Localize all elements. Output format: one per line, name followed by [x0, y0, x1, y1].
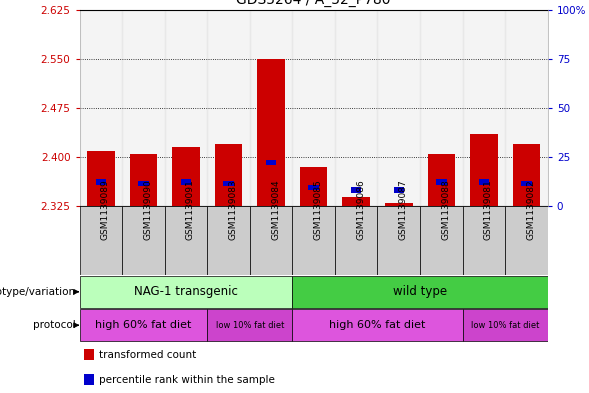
- Bar: [351, 187, 362, 193]
- Text: NAG-1 transgenic: NAG-1 transgenic: [134, 285, 238, 298]
- Text: GSM1139083: GSM1139083: [229, 179, 237, 240]
- Bar: [292, 309, 462, 341]
- Bar: [181, 180, 191, 185]
- Bar: [122, 206, 165, 275]
- Bar: [462, 309, 548, 341]
- Bar: [80, 276, 292, 308]
- Text: genotype/variation: genotype/variation: [0, 287, 75, 297]
- Text: GSM1139086: GSM1139086: [356, 179, 365, 240]
- Bar: [505, 10, 548, 206]
- Bar: [207, 206, 250, 275]
- Bar: [250, 206, 292, 275]
- Bar: [309, 185, 319, 190]
- Bar: [257, 59, 285, 206]
- Bar: [122, 10, 165, 206]
- Bar: [172, 147, 200, 206]
- Bar: [378, 10, 420, 206]
- Bar: [378, 206, 420, 275]
- Bar: [80, 309, 207, 341]
- Text: GSM1139090: GSM1139090: [143, 179, 153, 240]
- Bar: [95, 180, 106, 185]
- Text: GSM1139081: GSM1139081: [484, 179, 493, 240]
- Bar: [250, 10, 292, 206]
- Bar: [462, 206, 505, 275]
- Bar: [385, 203, 413, 206]
- Bar: [420, 206, 462, 275]
- Bar: [470, 134, 498, 206]
- Bar: [342, 196, 370, 206]
- Text: transformed count: transformed count: [99, 350, 197, 360]
- Bar: [335, 10, 378, 206]
- Text: GSM1139084: GSM1139084: [271, 180, 280, 240]
- Bar: [521, 181, 532, 186]
- Bar: [165, 206, 207, 275]
- Bar: [300, 167, 327, 206]
- Text: GSM1139089: GSM1139089: [101, 179, 110, 240]
- Bar: [393, 187, 404, 193]
- Text: GSM1139082: GSM1139082: [527, 180, 535, 240]
- Bar: [207, 309, 292, 341]
- Bar: [84, 349, 94, 360]
- Bar: [420, 10, 462, 206]
- Title: GDS5264 / A_52_P780: GDS5264 / A_52_P780: [236, 0, 391, 7]
- Text: high 60% fat diet: high 60% fat diet: [329, 320, 426, 330]
- Bar: [462, 10, 505, 206]
- Bar: [512, 144, 540, 206]
- Bar: [80, 10, 122, 206]
- Text: percentile rank within the sample: percentile rank within the sample: [99, 375, 275, 385]
- Bar: [87, 151, 115, 206]
- Bar: [207, 10, 250, 206]
- Bar: [292, 276, 548, 308]
- Text: GSM1139087: GSM1139087: [399, 179, 408, 240]
- Bar: [138, 181, 148, 186]
- Text: GSM1139085: GSM1139085: [313, 179, 323, 240]
- Bar: [223, 181, 234, 186]
- Bar: [266, 160, 276, 165]
- Bar: [130, 154, 157, 206]
- Bar: [292, 10, 335, 206]
- Text: low 10% fat diet: low 10% fat diet: [216, 321, 284, 330]
- Bar: [84, 374, 94, 385]
- Text: protocol: protocol: [32, 320, 75, 330]
- Text: low 10% fat diet: low 10% fat diet: [471, 321, 540, 330]
- Text: high 60% fat diet: high 60% fat diet: [95, 320, 191, 330]
- Bar: [505, 206, 548, 275]
- Bar: [479, 180, 489, 185]
- Bar: [335, 206, 378, 275]
- Bar: [292, 206, 335, 275]
- Bar: [436, 180, 446, 185]
- Text: GSM1139091: GSM1139091: [186, 179, 195, 240]
- Bar: [80, 206, 122, 275]
- Bar: [214, 144, 242, 206]
- Bar: [165, 10, 207, 206]
- Text: wild type: wild type: [393, 285, 447, 298]
- Bar: [428, 154, 455, 206]
- Text: GSM1139088: GSM1139088: [441, 179, 451, 240]
